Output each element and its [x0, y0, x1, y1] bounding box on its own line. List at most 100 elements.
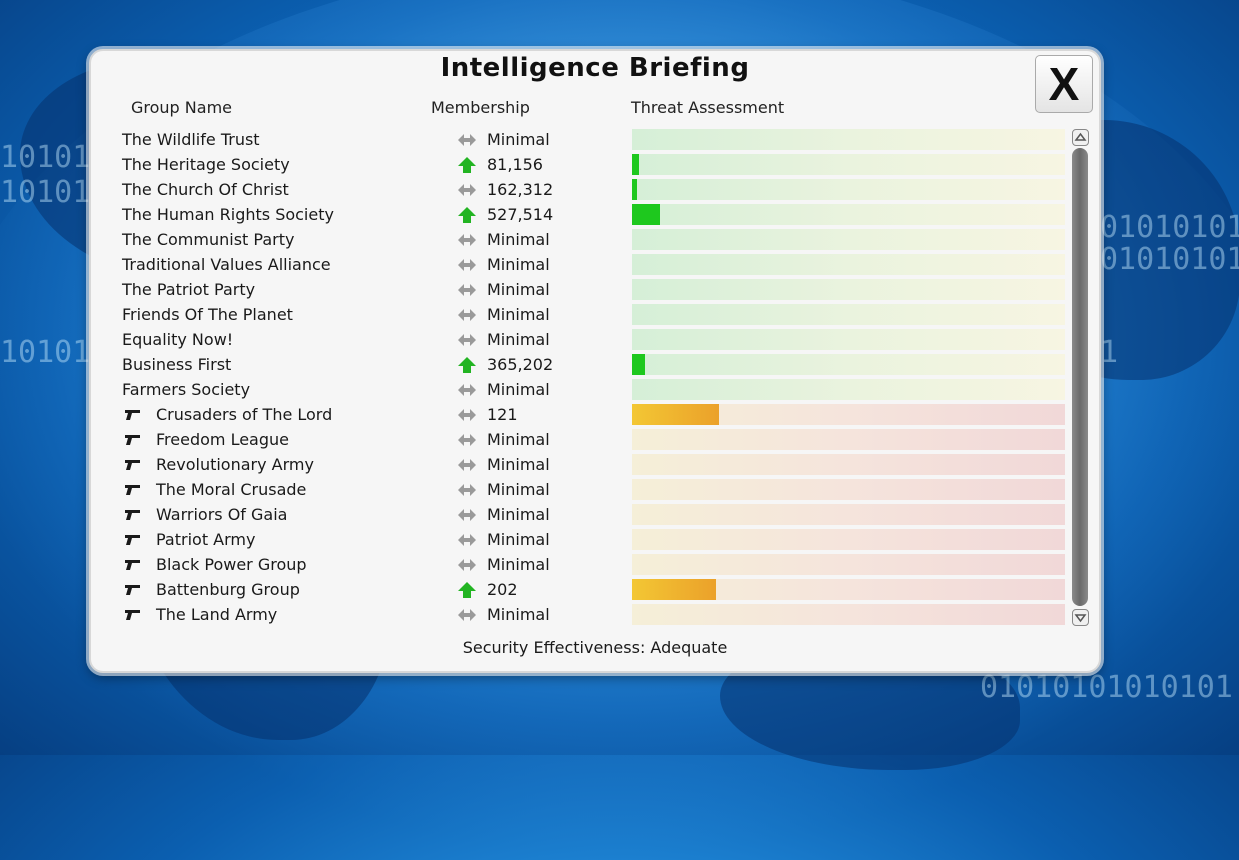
membership-value: Minimal [487, 480, 550, 499]
membership-value: 527,514 [487, 205, 554, 224]
membership-value: 162,312 [487, 180, 554, 199]
arrows-left-right-icon [458, 259, 476, 271]
threat-bar [632, 154, 1065, 175]
pistol-icon [125, 510, 140, 520]
group-row[interactable]: Farmers Society Minimal [91, 378, 1076, 403]
group-row[interactable]: The Moral Crusade Minimal [91, 478, 1076, 503]
threat-bar [632, 179, 1065, 200]
scroll-down-button[interactable] [1072, 609, 1089, 626]
group-name: The Patriot Party [122, 280, 256, 299]
group-name: Freedom League [156, 430, 289, 449]
group-row[interactable]: Crusaders of The Lord 121 [91, 403, 1076, 428]
membership-value: Minimal [487, 555, 550, 574]
membership-value: 202 [487, 580, 518, 599]
group-name: Traditional Values Alliance [122, 255, 331, 274]
arrow-up-icon [458, 207, 476, 223]
membership-value: Minimal [487, 230, 550, 249]
membership-value: 121 [487, 405, 518, 424]
group-row[interactable]: Warriors Of Gaia Minimal [91, 503, 1076, 528]
group-row[interactable]: Battenburg Group 202 [91, 578, 1076, 603]
binary-text: 01010101 [1100, 242, 1239, 277]
group-name: The Heritage Society [122, 155, 290, 174]
group-name: Warriors Of Gaia [156, 505, 288, 524]
threat-bar [632, 379, 1065, 400]
chevron-up-icon [1074, 132, 1087, 141]
group-row[interactable]: The Wildlife Trust Minimal [91, 128, 1076, 153]
group-row[interactable]: Revolutionary Army Minimal [91, 453, 1076, 478]
pistol-icon [125, 485, 140, 495]
pistol-icon [125, 410, 140, 420]
group-row[interactable]: The Land Army Minimal [91, 603, 1076, 628]
arrows-left-right-icon [458, 184, 476, 196]
group-row[interactable]: Friends Of The Planet Minimal [91, 303, 1076, 328]
threat-bar-fill [632, 179, 638, 200]
pistol-icon [125, 460, 140, 470]
membership-value: Minimal [487, 430, 550, 449]
group-name: The Wildlife Trust [122, 130, 260, 149]
binary-text: 01010101010101 [980, 670, 1233, 705]
threat-bar [632, 504, 1065, 525]
group-name: Patriot Army [156, 530, 256, 549]
header-membership: Membership [431, 98, 530, 117]
pistol-icon [125, 435, 140, 445]
group-name: The Moral Crusade [156, 480, 307, 499]
threat-bar [632, 329, 1065, 350]
group-row[interactable]: The Human Rights Society 527,514 [91, 203, 1076, 228]
threat-bar [632, 354, 1065, 375]
arrow-up-icon [458, 357, 476, 373]
header-group-name: Group Name [131, 98, 232, 117]
scroll-up-button[interactable] [1072, 129, 1089, 146]
group-name: Crusaders of The Lord [156, 405, 333, 424]
membership-value: 81,156 [487, 155, 543, 174]
group-row[interactable]: Business First 365,202 [91, 353, 1076, 378]
group-row[interactable]: Freedom League Minimal [91, 428, 1076, 453]
threat-bar-fill [632, 154, 639, 175]
group-row[interactable]: The Church Of Christ 162,312 [91, 178, 1076, 203]
arrows-left-right-icon [458, 484, 476, 496]
arrows-left-right-icon [458, 509, 476, 521]
group-name: Farmers Society [122, 380, 251, 399]
group-name: Revolutionary Army [156, 455, 314, 474]
close-button[interactable]: X [1035, 55, 1093, 113]
threat-bar [632, 554, 1065, 575]
pistol-icon [125, 535, 140, 545]
membership-value: Minimal [487, 255, 550, 274]
binary-text: 1 [1100, 335, 1119, 370]
arrows-left-right-icon [458, 409, 476, 421]
threat-bar [632, 254, 1065, 275]
membership-value: Minimal [487, 330, 550, 349]
group-row[interactable]: The Communist Party Minimal [91, 228, 1076, 253]
threat-bar [632, 604, 1065, 625]
arrow-up-icon [458, 157, 476, 173]
membership-value: Minimal [487, 530, 550, 549]
group-row[interactable]: Equality Now! Minimal [91, 328, 1076, 353]
threat-bar [632, 304, 1065, 325]
group-row[interactable]: Patriot Army Minimal [91, 528, 1076, 553]
arrows-left-right-icon [458, 384, 476, 396]
group-row[interactable]: Traditional Values Alliance Minimal [91, 253, 1076, 278]
threat-bar-fill [632, 204, 661, 225]
pistol-icon [125, 610, 140, 620]
arrow-up-icon [458, 582, 476, 598]
group-name: The Church Of Christ [122, 180, 289, 199]
membership-value: Minimal [487, 380, 550, 399]
arrows-left-right-icon [458, 284, 476, 296]
group-row[interactable]: The Patriot Party Minimal [91, 278, 1076, 303]
group-row[interactable]: The Heritage Society 81,156 [91, 153, 1076, 178]
header-threat-assessment: Threat Assessment [631, 98, 785, 117]
arrows-left-right-icon [458, 309, 476, 321]
chevron-down-icon [1074, 614, 1087, 623]
threat-bar [632, 429, 1065, 450]
threat-bar [632, 454, 1065, 475]
group-name: Business First [122, 355, 232, 374]
threat-bar [632, 204, 1065, 225]
group-name: The Communist Party [122, 230, 295, 249]
scrollbar-thumb[interactable] [1072, 148, 1088, 606]
security-effectiveness-text: Security Effectiveness: Adequate [462, 638, 728, 657]
group-name: Battenburg Group [156, 580, 300, 599]
arrows-left-right-icon [458, 559, 476, 571]
membership-value: Minimal [487, 505, 550, 524]
group-name: The Human Rights Society [122, 205, 334, 224]
group-row[interactable]: Black Power Group Minimal [91, 553, 1076, 578]
threat-bar [632, 479, 1065, 500]
